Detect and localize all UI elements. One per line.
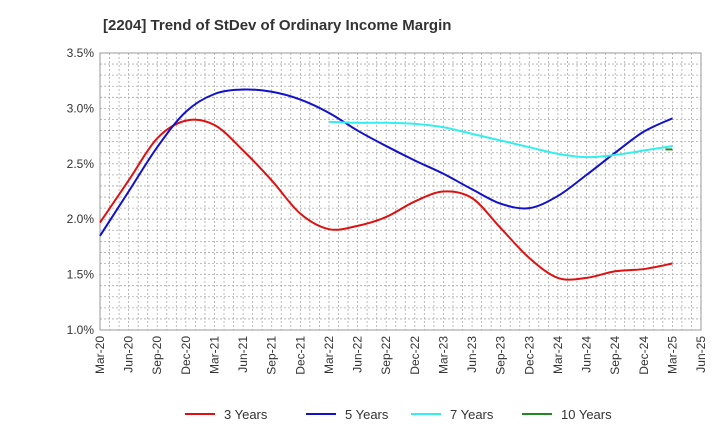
chart-title: [2204] Trend of StDev of Ordinary Income…	[103, 17, 451, 34]
x-tick-label: Jun-25	[694, 336, 708, 373]
x-tick-label: Sep-20	[150, 336, 164, 375]
x-tick-label: Dec-21	[293, 336, 307, 375]
y-tick-label: 2.0%	[67, 212, 95, 226]
legend-label-5-years: 5 Years	[345, 407, 389, 422]
x-tick-label: Mar-22	[322, 336, 336, 374]
x-tick-label: Mar-20	[93, 336, 107, 374]
series-line-7-years	[328, 120, 673, 159]
series-line-5-years	[99, 88, 673, 237]
x-tick-label: Jun-20	[122, 336, 136, 373]
x-tick-label: Jun-21	[236, 336, 250, 373]
legend: 3 Years 5 Years 7 Years 10 Years	[185, 407, 612, 422]
x-tick-label: Jun-22	[351, 336, 365, 373]
x-tick-label: Mar-25	[665, 336, 679, 374]
x-tick-label: Jun-23	[465, 336, 479, 373]
legend-label-10-years: 10 Years	[561, 407, 612, 422]
series-line-3-years	[99, 118, 673, 281]
legend-label-7-years: 7 Years	[450, 407, 494, 422]
x-tick-label: Mar-23	[436, 336, 450, 374]
y-tick-label: 1.5%	[67, 268, 95, 282]
x-tick-label: Dec-23	[522, 336, 536, 375]
legend-label-3-years: 3 Years	[224, 407, 268, 422]
y-tick-label: 2.5%	[67, 157, 95, 171]
x-tick-label: Mar-21	[207, 336, 221, 374]
plot-area	[100, 53, 701, 330]
plot-frame	[99, 52, 702, 331]
x-tick-label: Dec-24	[637, 336, 651, 375]
x-tick-label: Sep-22	[379, 336, 393, 375]
y-tick-label: 3.0%	[67, 101, 95, 115]
x-tick-label: Sep-24	[608, 336, 622, 375]
x-tick-label: Mar-24	[551, 336, 565, 374]
x-tick-label: Sep-21	[265, 336, 279, 375]
x-tick-label: Sep-23	[494, 336, 508, 375]
y-tick-label: 1.0%	[67, 323, 95, 337]
x-tick-label: Dec-22	[408, 336, 422, 375]
y-axis-labels: 1.0% 1.5% 2.0% 2.5% 3.0% 3.5%	[67, 46, 95, 337]
grid	[100, 53, 701, 330]
x-axis-labels: Mar-20 Jun-20 Sep-20 Dec-20 Mar-21 Jun-21 Sep-…	[93, 336, 708, 375]
x-tick-label: Jun-24	[580, 336, 594, 373]
x-tick-label: Dec-20	[179, 336, 193, 375]
y-tick-label: 3.5%	[67, 46, 95, 60]
series-lines	[99, 88, 673, 281]
